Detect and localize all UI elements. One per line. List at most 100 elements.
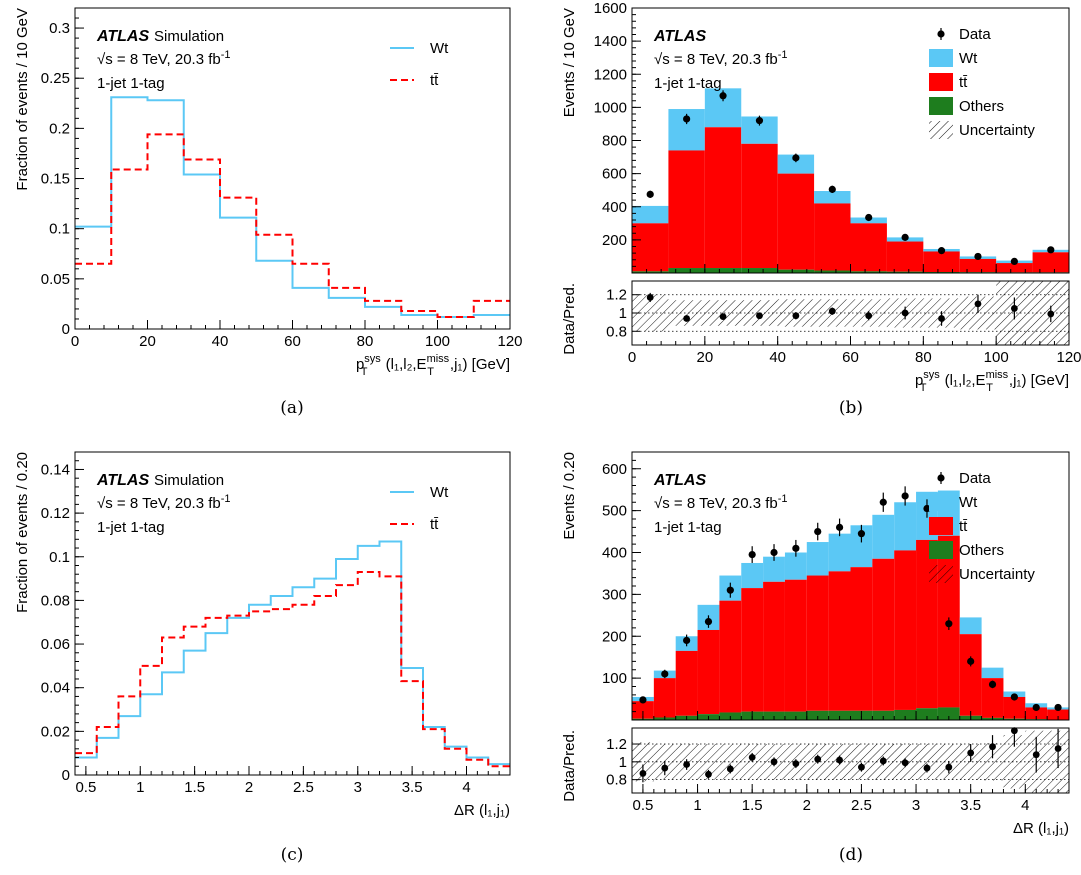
legend-others-swatch (929, 97, 953, 115)
y-tick-label: 200 (602, 628, 627, 645)
region-label: 1-jet 1-tag (654, 519, 722, 536)
x-tick-label: 20 (139, 333, 156, 350)
data-point (755, 117, 764, 125)
ttbar-step-line (75, 571, 510, 768)
energy-text: √s = 8 TeV, 20.3 fb (654, 51, 778, 68)
legend-ttbar-swatch (929, 517, 953, 535)
wt-bar (872, 514, 895, 559)
panel-caption: (c) (281, 845, 304, 865)
y-tick-label: 0.12 (41, 505, 70, 522)
x-tick-label: 1.5 (184, 779, 205, 796)
uncertainty-band (704, 300, 742, 326)
ratio-point (748, 753, 756, 761)
legend-wt-swatch (929, 49, 953, 67)
legend-wt-label: Wt (959, 50, 978, 67)
uncertainty-band (1003, 735, 1026, 789)
ratio-point (683, 761, 691, 768)
data-point (967, 657, 975, 665)
x-tick-label: 2.5 (293, 779, 314, 796)
x-tick-label: 2.5 (851, 797, 872, 814)
wt-bar (814, 191, 851, 204)
others-bar (763, 711, 785, 720)
x-tick-label: 2 (245, 779, 253, 796)
ttbar-bar (719, 600, 742, 713)
legend-uncertainty-swatch (929, 121, 953, 139)
ratio-point (879, 757, 887, 765)
data-point (988, 680, 997, 689)
data-point (865, 213, 873, 222)
wt-bar (632, 205, 669, 224)
ttbar-bar (777, 173, 815, 270)
data-point (639, 696, 647, 704)
y-tick-label: 200 (602, 232, 627, 249)
legend-wt-label: Wt (959, 494, 978, 511)
panel-c: 0.5 1 1.5 2 2.5 3 3.5 4 0 0.02 0.04 0.06 0.08 0.1 0.12… (14, 451, 511, 865)
data-point (704, 617, 713, 626)
ratio-point (858, 763, 865, 771)
data-point (828, 185, 836, 193)
ttbar-bar (886, 241, 924, 272)
energy-text: √s = 8 TeV, 20.3 fb (654, 495, 778, 512)
ratio-point (1032, 751, 1040, 759)
data-point (1054, 703, 1062, 712)
ttbar-bar (763, 581, 785, 712)
energy-text: √s = 8 TeV, 20.3 fb (97, 51, 221, 68)
wt-bar (741, 562, 764, 589)
ratio-point (836, 756, 843, 764)
x-tick-label: 120 (1056, 349, 1081, 366)
y-axis-label: Fraction of events / 0.20 (14, 452, 31, 613)
others-bar (777, 269, 815, 273)
ratio-point (726, 765, 734, 773)
x-tick-label: 3 (912, 797, 920, 814)
data-point (1032, 703, 1040, 712)
y-tick-label: 0 (62, 321, 70, 338)
x-label-p: p (356, 356, 364, 373)
ratio-point (828, 307, 836, 315)
y-tick-label: 0.1 (49, 221, 70, 238)
panel-caption: (d) (839, 845, 863, 865)
ttbar-bar (814, 203, 851, 271)
y-tick-label: 400 (602, 199, 627, 216)
y-tick-label: 0.14 (41, 461, 70, 478)
ratio-point (923, 764, 931, 772)
legend-ttbar-label: tt̄ (959, 74, 968, 91)
y-tick-label: 800 (602, 133, 627, 150)
wt-bar (784, 552, 807, 580)
y-tick-label: 0.25 (41, 70, 70, 87)
data-point (792, 154, 800, 162)
legend-ttbar-swatch (929, 73, 953, 91)
ratio-y-tick-label: 1.2 (606, 736, 627, 753)
legend-wt-label: Wt (430, 484, 449, 501)
ttbar-bar (675, 650, 698, 716)
others-bar (828, 710, 851, 720)
others-bar (894, 709, 917, 720)
wt-bar (894, 502, 917, 551)
x-tick-label: 60 (284, 333, 301, 350)
ttbar-bar (872, 558, 895, 711)
region-label: 1-jet 1-tag (97, 519, 165, 536)
y-tick-label: 0.02 (41, 723, 70, 740)
x-tick-label: 120 (497, 333, 522, 350)
y-tick-label: 1200 (594, 66, 627, 83)
x-label-sub: T (920, 382, 927, 394)
y-axis-label: Events / 0.20 (561, 452, 578, 540)
x-tick-label: 0 (628, 349, 636, 366)
ratio-point (683, 315, 691, 322)
x-tick-label: 60 (842, 349, 859, 366)
data-point (646, 190, 654, 198)
uncertainty-band (668, 300, 705, 326)
x-tick-label: 1 (136, 779, 144, 796)
legend-uncertainty-swatch (929, 565, 953, 583)
data-point (683, 115, 691, 123)
y-tick-label: 1400 (594, 33, 627, 50)
y-tick-label: 300 (602, 586, 627, 603)
atlas-label: ATLAS (653, 28, 706, 45)
simulation-label: Simulation (154, 472, 224, 489)
x-label-sub: T (361, 366, 368, 378)
x-tick-label: 2 (803, 797, 811, 814)
x-tick-label: 4 (1021, 797, 1029, 814)
x-tick-label: 20 (696, 349, 713, 366)
ttbar-bar (923, 251, 960, 273)
x-axis-label: ΔR (l₁,j₁) (454, 802, 510, 819)
